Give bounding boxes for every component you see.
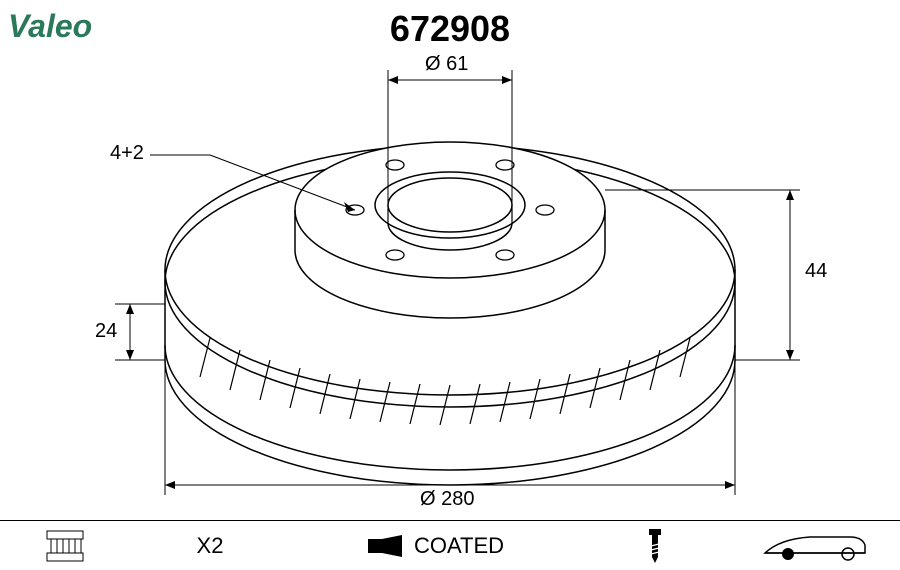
- dim-height: 44: [805, 260, 827, 283]
- footer-coated: COATED: [290, 521, 580, 570]
- footer-icon-screw: [580, 521, 730, 570]
- technical-drawing: Ø 61 4+2 24 44 Ø 280: [0, 50, 900, 520]
- part-number: 672908: [390, 8, 510, 50]
- footer-icon-ventilated: [0, 521, 130, 570]
- footer-icon-car: [730, 521, 900, 570]
- footer-quantity: X2: [130, 521, 290, 570]
- dim-outer: Ø 280: [420, 488, 474, 511]
- dim-bore: Ø 61: [425, 53, 468, 76]
- footer-bar: X2 COATED: [0, 520, 900, 570]
- dim-thickness: 24: [95, 320, 117, 343]
- brand-logo: Valeo: [8, 8, 92, 45]
- footer-coated-label: COATED: [414, 533, 504, 559]
- dim-holes: 4+2: [110, 142, 144, 165]
